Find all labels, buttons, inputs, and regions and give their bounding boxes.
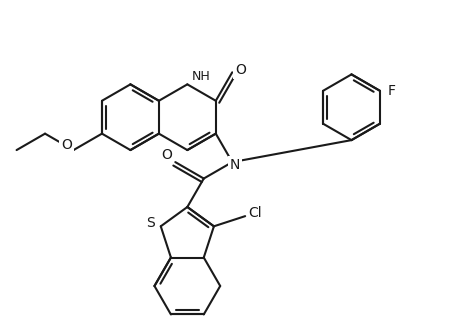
Text: F: F [388, 84, 396, 98]
Text: O: O [235, 63, 246, 77]
Text: N: N [230, 158, 240, 172]
Text: S: S [146, 216, 155, 230]
Text: NH: NH [192, 70, 211, 83]
Text: O: O [161, 148, 172, 162]
Text: O: O [61, 138, 72, 152]
Text: Cl: Cl [248, 206, 262, 220]
